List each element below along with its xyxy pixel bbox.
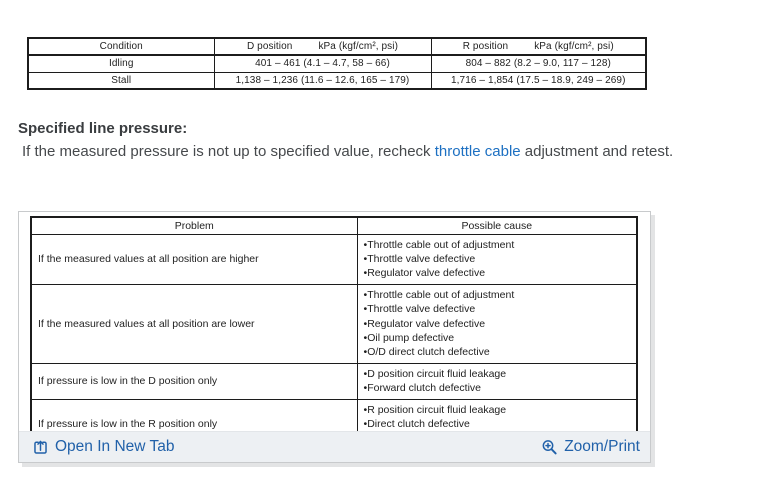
cause-list: Throttle cable out of adjustment Throttl… xyxy=(364,288,633,360)
problem-cell: If pressure is low in the D position onl… xyxy=(30,362,358,400)
r-value-cell: 804 – 882 (8.2 – 9.0, 117 – 128) xyxy=(430,54,647,73)
document-viewer: Problem Possible cause If the measured v… xyxy=(18,211,651,463)
table-row: Stall 1,138 – 1,236 (11.6 – 12.6, 165 – … xyxy=(27,71,647,90)
cause-list: Throttle cable out of adjustment Throttl… xyxy=(364,238,633,281)
table-row: If the measured values at all position a… xyxy=(30,233,638,285)
open-in-new-tab-link[interactable]: Open In New Tab xyxy=(32,438,174,456)
cause-item: D position circuit fluid leakage xyxy=(364,367,633,381)
cause-item: Throttle cable out of adjustment xyxy=(364,238,633,252)
cause-item: Throttle valve defective xyxy=(364,302,633,316)
r-value-cell: 1,716 – 1,854 (17.5 – 18.9, 249 – 269) xyxy=(430,71,647,90)
cause-item: O/D direct clutch defective xyxy=(364,345,633,359)
cause-item: R position circuit fluid leakage xyxy=(364,403,633,417)
cause-item: Direct clutch defective xyxy=(364,417,633,431)
cause-list: D position circuit fluid leakage Forward… xyxy=(364,367,633,396)
spec-col-r-position: R position kPa (kgf/cm², psi) xyxy=(430,37,647,56)
open-in-new-tab-icon xyxy=(32,439,49,456)
section-body: If the measured pressure is not up to sp… xyxy=(18,143,748,160)
problem-cell: If the measured values at all position a… xyxy=(30,233,358,285)
cause-item: Regulator valve defective xyxy=(364,266,633,280)
condition-cell: Idling xyxy=(27,54,215,73)
line-pressure-spec-table: Condition D position kPa (kgf/cm², psi) … xyxy=(27,37,647,90)
cause-item: Throttle cable out of adjustment xyxy=(364,288,633,302)
body-text-suffix: adjustment and retest. xyxy=(520,143,674,160)
table-row: If pressure is low in the D position onl… xyxy=(30,362,638,400)
problem-cause-table: Problem Possible cause If the measured v… xyxy=(30,216,638,451)
problem-cell: If the measured values at all position a… xyxy=(30,283,358,364)
section-heading: Specified line pressure: xyxy=(18,120,188,137)
d-position-label: D position xyxy=(246,41,293,52)
r-position-unit: kPa (kgf/cm², psi) xyxy=(534,41,614,52)
cause-item: Oil pump defective xyxy=(364,331,633,345)
table-row: If the measured values at all position a… xyxy=(30,283,638,364)
zoom-print-label: Zoom/Print xyxy=(564,438,640,455)
spec-header-row: Condition D position kPa (kgf/cm², psi) … xyxy=(27,37,647,56)
spec-col-condition: Condition xyxy=(27,37,215,56)
zoom-print-link[interactable]: Zoom/Print xyxy=(541,438,640,456)
condition-cell: Stall xyxy=(27,71,215,90)
cause-cell: Throttle cable out of adjustment Throttl… xyxy=(356,283,638,364)
problem-header-row: Problem Possible cause xyxy=(30,216,638,235)
d-value-cell: 401 – 461 (4.1 – 4.7, 58 – 66) xyxy=(213,54,432,73)
cause-cell: Throttle cable out of adjustment Throttl… xyxy=(356,233,638,285)
d-value-cell: 1,138 – 1,236 (11.6 – 12.6, 165 – 179) xyxy=(213,71,432,90)
r-position-label: R position xyxy=(462,41,509,52)
body-text-prefix: If the measured pressure is not up to sp… xyxy=(22,143,435,160)
table-row: Idling 401 – 461 (4.1 – 4.7, 58 – 66) 80… xyxy=(27,54,647,73)
magnifier-zoom-icon xyxy=(541,439,558,456)
open-in-new-tab-label: Open In New Tab xyxy=(55,438,175,455)
cause-cell: D position circuit fluid leakage Forward… xyxy=(356,362,638,400)
cause-col-header: Possible cause xyxy=(356,216,638,235)
viewer-toolbar: Open In New Tab Zoom/Print xyxy=(19,431,650,462)
spec-col-d-position: D position kPa (kgf/cm², psi) xyxy=(213,37,432,56)
cause-item: Regulator valve defective xyxy=(364,317,633,331)
throttle-cable-link[interactable]: throttle cable xyxy=(434,143,521,160)
cause-item: Forward clutch defective xyxy=(364,381,633,395)
cause-item: Throttle valve defective xyxy=(364,252,633,266)
d-position-unit: kPa (kgf/cm², psi) xyxy=(318,41,399,52)
problem-col-header: Problem xyxy=(30,216,358,235)
